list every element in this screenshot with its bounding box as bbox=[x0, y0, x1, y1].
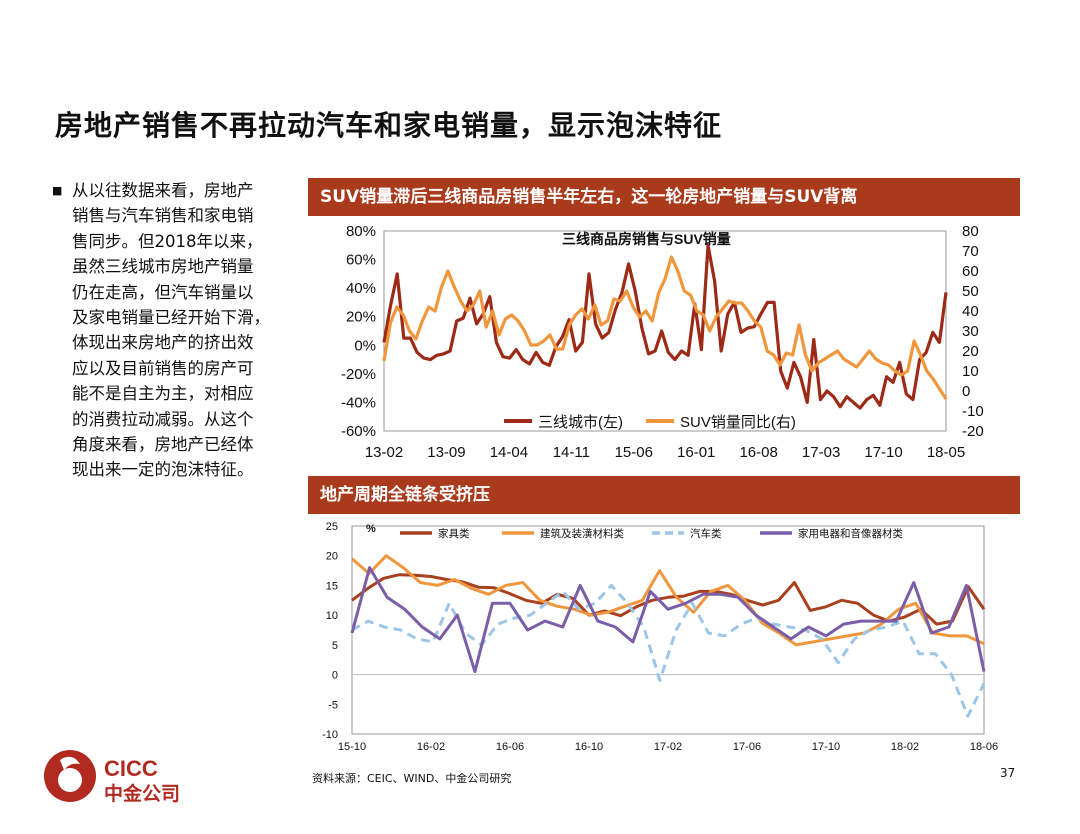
chart1-xtick: 14-11 bbox=[553, 444, 590, 461]
bullet-line: 角度来看，房地产已经体 bbox=[72, 435, 254, 455]
logo-text-cn: 中金公司 bbox=[104, 782, 180, 805]
chart1-ytick-right: 70 bbox=[962, 243, 979, 260]
chart1-xtick: 17-03 bbox=[802, 444, 840, 461]
cicc-logo: CICC 中金公司 bbox=[44, 750, 180, 805]
chart2-xtick: 16-06 bbox=[496, 741, 524, 753]
bullet-paragraph: 从以往数据来看，房地产 销售与汽车销售和家电销 售同步。但2018年以来， 虽然三线城… bbox=[72, 178, 270, 483]
chart2-legend-label: 汽车类 bbox=[690, 527, 722, 540]
bullet-line: 虽然三线城市房地产销量 bbox=[72, 257, 254, 277]
chart1-header: SUV销量滞后三线商品房销售半年左右，这一轮房地产销量与SUV背离 bbox=[308, 178, 1020, 216]
chart1-series-line bbox=[382, 243, 948, 410]
chart1-title: 三线商品房销售与SUV销量 bbox=[562, 231, 731, 247]
chart2-xtick: 15-10 bbox=[338, 741, 366, 753]
chart2-series-line bbox=[351, 583, 986, 718]
bullet-line: 仍在走高，但汽车销量以 bbox=[72, 282, 254, 302]
chart1-ytick-right: 50 bbox=[962, 283, 979, 300]
logo-inner-icon bbox=[58, 768, 82, 792]
chart1-ytick-right: 0 bbox=[962, 383, 970, 400]
chart2-ytick: 25 bbox=[326, 521, 338, 533]
chart2-ytick: 10 bbox=[326, 610, 338, 622]
chart1-ytick-right: 40 bbox=[962, 303, 979, 320]
chart1-ytick-left: -60% bbox=[341, 423, 376, 440]
chart1-ytick-right: 80 bbox=[962, 223, 979, 240]
chart2-xtick: 16-10 bbox=[575, 741, 603, 753]
chart1-ytick-left: 60% bbox=[346, 252, 376, 269]
source-note: 资料来源：CEIC、WIND、中金公司研究 bbox=[312, 772, 512, 785]
chart2-legend-label: 建筑及装潢材料类 bbox=[540, 527, 624, 540]
chart1-ytick-left: -40% bbox=[341, 394, 376, 411]
logo-text-en: CICC bbox=[104, 756, 158, 781]
chart2-xtick: 17-10 bbox=[812, 741, 840, 753]
chart2-legend-label: 家具类 bbox=[438, 527, 470, 540]
logo-swirl-icon bbox=[60, 756, 80, 770]
chart1-xtick: 14-04 bbox=[490, 444, 528, 461]
chart1-xtick: 16-01 bbox=[677, 444, 715, 461]
chart1-xtick: 13-09 bbox=[427, 444, 465, 461]
chart2-xtick: 17-06 bbox=[733, 741, 761, 753]
bullet-line: 应以及目前销售的房产可 bbox=[72, 358, 254, 378]
chart1-ytick-right: -20 bbox=[962, 423, 984, 440]
chart1-ytick-left: 80% bbox=[346, 223, 376, 240]
chart1-ytick-right: -10 bbox=[962, 403, 984, 420]
bullet-text: ■ 从以往数据来看，房地产 销售与汽车销售和家电销 售同步。但2018年以来， 虽然三… bbox=[52, 178, 302, 483]
bullet-line: 及家电销量已经开始下滑， bbox=[72, 308, 270, 328]
chart2-ytick: 15 bbox=[326, 580, 338, 592]
chart1-xtick: 17-10 bbox=[864, 444, 902, 461]
bullet-line: 体现出来房地产的挤出效 bbox=[72, 333, 254, 353]
chart2-series-line bbox=[351, 554, 985, 647]
page-number: 37 bbox=[1000, 766, 1016, 780]
chart1-xtick: 16-08 bbox=[739, 444, 777, 461]
slide-title: 房地产销售不再拉动汽车和家电销量，显示泡沫特征 bbox=[55, 109, 723, 142]
bullet-line: 能不是自主为主，对相应 bbox=[72, 384, 254, 404]
chart1-ytick-left: -20% bbox=[341, 366, 376, 383]
chart2-legend-label: 家用电器和音像器材类 bbox=[798, 527, 903, 540]
bullet-line: 销售与汽车销售和家电销 bbox=[72, 206, 254, 226]
chart2-series-line bbox=[350, 566, 986, 674]
chart1-ytick-right: 10 bbox=[962, 363, 979, 380]
chart1-series-line bbox=[382, 255, 948, 400]
bullet-line: 现出来一定的泡沫特征。 bbox=[72, 460, 254, 480]
bullet-line: 售同步。但2018年以来， bbox=[72, 231, 263, 251]
chart1-ytick-left: 20% bbox=[346, 309, 376, 326]
chart1-xtick: 18-05 bbox=[927, 444, 965, 461]
chart1-legend-label: SUV销量同比(右) bbox=[680, 414, 796, 431]
chart2-ytick: 5 bbox=[332, 640, 338, 652]
chart2-xtick: 18-06 bbox=[970, 741, 998, 753]
bullet-square-icon: ■ bbox=[52, 184, 63, 197]
chart2-ytick: 0 bbox=[332, 670, 338, 682]
chart1-ytick-right: 30 bbox=[962, 323, 979, 340]
chart2-xtick: 18-02 bbox=[891, 741, 919, 753]
chart2-ytick: 20 bbox=[326, 551, 338, 563]
chart1-ytick-right: 60 bbox=[962, 263, 979, 280]
chart2-ytick: -10 bbox=[322, 729, 338, 741]
chart2-ytick: -5 bbox=[328, 699, 338, 711]
chart2-xtick: 16-02 bbox=[417, 741, 445, 753]
chart2-ylabel: % bbox=[366, 523, 376, 535]
chart1-xtick: 13-02 bbox=[365, 444, 403, 461]
chart1-ytick-left: 0% bbox=[354, 337, 376, 354]
chart2-xtick: 17-02 bbox=[654, 741, 682, 753]
chart1-ytick-left: 40% bbox=[346, 280, 376, 297]
chart1-legend-label: 三线城市(左) bbox=[538, 414, 623, 431]
chart1-xtick: 15-06 bbox=[615, 444, 653, 461]
bullet-line: 从以往数据来看，房地产 bbox=[72, 181, 254, 200]
chart1-plot-frame bbox=[383, 230, 947, 432]
chart1-ytick-right: 20 bbox=[962, 343, 979, 360]
chart1-svg: 80% 60% 40% 20% 0% -20% -40% -60% 80 70 60 50 40 30 20… bbox=[341, 223, 984, 461]
bullet-line: 的消费拉动减弱。从这个 bbox=[72, 409, 254, 429]
chart2-header: 地产周期全链条受挤压 bbox=[308, 476, 1020, 514]
